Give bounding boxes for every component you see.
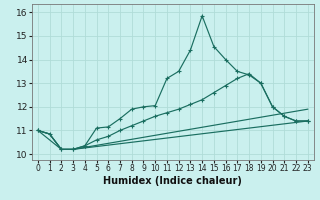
X-axis label: Humidex (Indice chaleur): Humidex (Indice chaleur) bbox=[103, 176, 242, 186]
